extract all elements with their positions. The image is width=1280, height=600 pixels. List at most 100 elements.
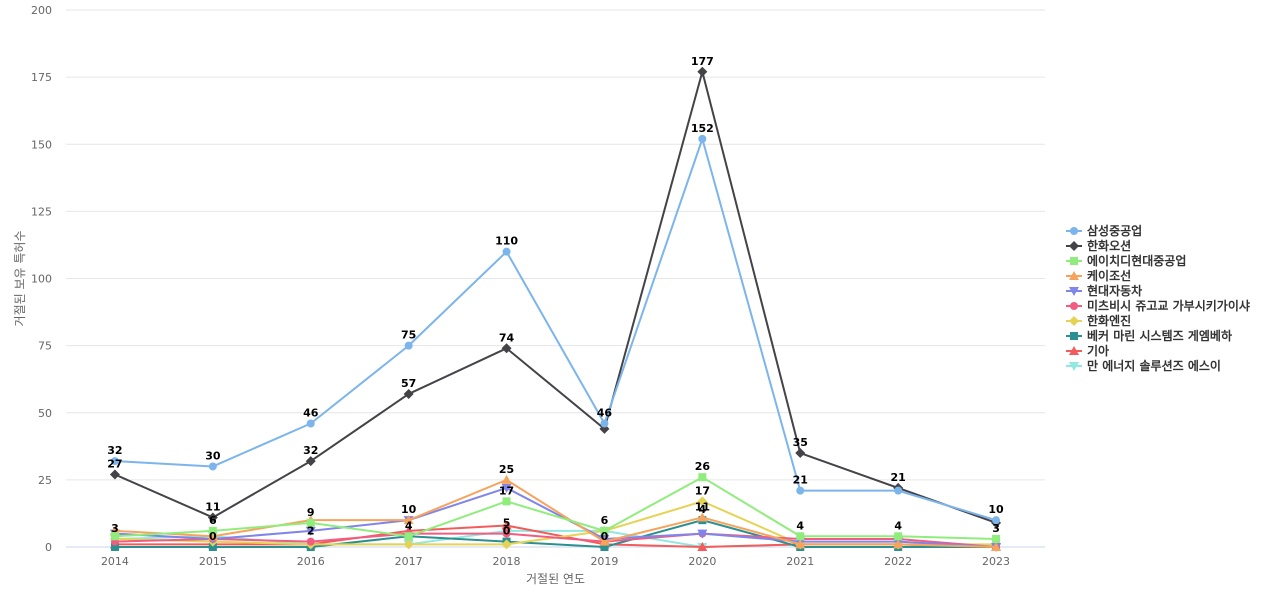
data-point[interactable] — [110, 532, 119, 541]
data-point[interactable] — [501, 474, 512, 484]
data-point[interactable] — [306, 419, 315, 428]
legend-marker — [1069, 271, 1079, 280]
gridlines — [66, 9, 1045, 548]
legend-item[interactable]: 케이조선 — [1066, 268, 1131, 283]
data-labels: 32 30467511046152211027113257741773521691… — [107, 55, 1004, 543]
series-line[interactable] — [114, 486, 997, 548]
data-label: 5 — [503, 517, 511, 530]
data-point[interactable] — [795, 539, 806, 549]
data-point[interactable] — [697, 66, 708, 77]
data-point[interactable] — [502, 497, 511, 506]
data-point[interactable] — [208, 462, 217, 471]
legend-item[interactable]: 현대자동차 — [1066, 283, 1142, 298]
legend-item[interactable]: 베커 마린 시스템즈 게엠베하 — [1066, 328, 1232, 343]
data-point[interactable] — [698, 473, 707, 482]
data-point[interactable] — [502, 529, 511, 538]
data-point[interactable] — [894, 532, 903, 541]
legend-item[interactable]: 기아 — [1066, 343, 1109, 358]
data-label: 110 — [495, 235, 518, 248]
data-point[interactable] — [305, 526, 316, 536]
data-label: 21 — [890, 471, 905, 484]
data-point[interactable] — [697, 542, 708, 551]
data-point[interactable] — [207, 512, 218, 523]
x-tick-label: 2022 — [884, 555, 912, 568]
data-point[interactable] — [501, 539, 512, 550]
y-tick-label: 200 — [31, 4, 52, 17]
legend-label: 한화엔진 — [1087, 313, 1131, 328]
x-tick-label: 2023 — [982, 555, 1010, 568]
y-tick-label: 100 — [31, 273, 52, 286]
data-label: 3 — [992, 522, 1000, 535]
data-label: 10 — [988, 503, 1004, 516]
data-point[interactable] — [600, 543, 609, 551]
y-tick-label: 150 — [31, 138, 52, 151]
series — [109, 66, 1002, 552]
series-line[interactable] — [114, 70, 997, 524]
data-point[interactable] — [501, 343, 512, 354]
series-1 — [109, 66, 1002, 528]
data-point[interactable] — [207, 531, 218, 541]
data-label: 11 — [205, 500, 220, 513]
data-point[interactable] — [991, 542, 1002, 551]
data-point[interactable] — [501, 483, 512, 493]
data-point[interactable] — [600, 526, 609, 535]
data-point[interactable] — [796, 532, 805, 541]
data-point[interactable] — [110, 457, 119, 466]
legend-marker — [1069, 346, 1079, 355]
series-line[interactable] — [114, 478, 997, 548]
series-line[interactable] — [114, 137, 997, 522]
legend-marker — [1070, 332, 1078, 340]
data-point[interactable] — [992, 516, 1001, 525]
y-tick-label: 75 — [38, 340, 52, 353]
data-point[interactable] — [305, 456, 316, 467]
data-label: 46 — [597, 406, 613, 419]
data-point[interactable] — [306, 518, 315, 527]
data-point[interactable] — [110, 543, 119, 551]
legend-item[interactable]: 한화엔진 — [1066, 313, 1131, 328]
data-label: 4 — [699, 503, 707, 516]
data-point[interactable] — [698, 134, 707, 143]
data-point[interactable] — [109, 469, 120, 480]
data-point[interactable] — [404, 532, 413, 541]
data-label: 57 — [401, 377, 416, 390]
x-tick-label: 2015 — [199, 555, 227, 568]
data-point[interactable] — [795, 448, 806, 459]
data-point[interactable] — [403, 539, 414, 550]
legend-item[interactable]: 만 에너지 솔루션즈 에스이 — [1066, 358, 1221, 373]
data-point[interactable] — [306, 537, 315, 546]
data-label: 4 — [894, 519, 902, 532]
data-point[interactable] — [893, 539, 904, 549]
series-line[interactable] — [114, 476, 997, 540]
legend-label: 에이치디현대중공업 — [1087, 253, 1186, 268]
data-point[interactable] — [404, 341, 413, 350]
data-point[interactable] — [697, 512, 708, 522]
data-point[interactable] — [403, 515, 414, 525]
legend-item[interactable]: 한화오션 — [1066, 238, 1131, 253]
data-point[interactable] — [208, 526, 217, 535]
data-point[interactable] — [697, 496, 708, 507]
y-tick-label: 175 — [31, 71, 52, 84]
data-point[interactable] — [894, 486, 903, 495]
legend-item[interactable]: 삼성중공업 — [1066, 223, 1142, 238]
data-point[interactable] — [599, 536, 610, 546]
series-line[interactable] — [114, 532, 997, 548]
data-point[interactable] — [208, 543, 217, 551]
legend-marker — [1069, 241, 1079, 251]
data-label: 27 — [107, 458, 122, 471]
data-point[interactable] — [501, 520, 512, 530]
legend-item[interactable]: 에이치디현대중공업 — [1066, 253, 1186, 268]
data-point[interactable] — [697, 529, 708, 539]
data-point[interactable] — [502, 247, 511, 256]
data-label: 0 — [503, 525, 511, 538]
data-label: 32 — [107, 444, 122, 457]
data-label: 46 — [303, 406, 319, 419]
series-line[interactable] — [114, 519, 997, 548]
data-label: 6 — [209, 514, 217, 527]
data-label: 32 — [303, 444, 318, 457]
data-point[interactable] — [600, 419, 609, 428]
data-point[interactable] — [992, 534, 1001, 543]
data-point[interactable] — [796, 486, 805, 495]
data-point[interactable] — [403, 388, 414, 399]
legend-item[interactable]: 미츠비시 쥬고교 가부시키가이샤 — [1066, 298, 1250, 313]
